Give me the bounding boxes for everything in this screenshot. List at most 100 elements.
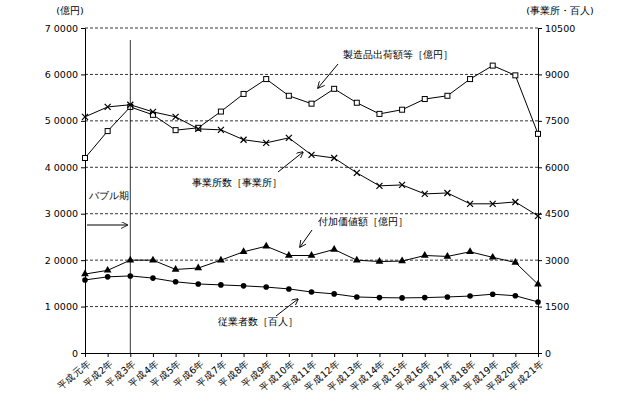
point: [241, 283, 247, 289]
tick-mark: [334, 353, 335, 357]
callout-arrow: [278, 152, 303, 172]
series-label: 従業者数［百人］: [218, 316, 298, 327]
tick-label: 2 0000: [45, 255, 78, 266]
point: [421, 251, 429, 258]
point: [400, 107, 405, 112]
tick-mark: [176, 353, 177, 357]
tick-mark: [81, 307, 85, 308]
tick: 5 0000: [45, 115, 85, 126]
grid-line: [85, 120, 538, 121]
y-axis: 01 00002 00003 00004 00005 00006 00007 0…: [45, 23, 86, 359]
point: [309, 101, 314, 106]
series-label: 事業所数［事業所］: [192, 177, 282, 188]
point: [173, 279, 179, 285]
point: [286, 93, 291, 98]
grid-line: [85, 306, 538, 307]
tick: 2 0000: [45, 255, 85, 266]
tick-mark: [81, 167, 85, 168]
tick-mark: [108, 353, 109, 357]
point: [172, 265, 180, 272]
tick-label: 3 0000: [45, 208, 78, 219]
point: [105, 104, 111, 110]
y2-axis-title: (事業所・百人): [526, 5, 593, 16]
point: [536, 131, 541, 136]
y-axis-title: (億円): [56, 5, 83, 16]
tick: 4 0000: [45, 162, 85, 173]
series-label: 付加価値額［億円］: [318, 216, 408, 227]
point: [377, 295, 383, 301]
point: [81, 270, 89, 277]
tick-mark: [153, 353, 154, 357]
point: [309, 289, 315, 295]
point: [286, 135, 292, 141]
point: [218, 109, 223, 114]
grid-line: [85, 213, 538, 214]
point: [149, 256, 157, 263]
tick-label: 5 0000: [45, 115, 78, 126]
tick-mark: [357, 353, 358, 357]
axis-line: [81, 29, 86, 354]
tick-mark: [538, 307, 542, 308]
point: [444, 252, 452, 259]
point: [535, 299, 541, 305]
tick-label: 0: [72, 348, 78, 359]
point: [262, 242, 270, 249]
point: [376, 257, 384, 264]
tick-mark: [538, 353, 539, 357]
tick-mark: [81, 74, 85, 75]
point: [285, 251, 293, 258]
grid-line: [85, 74, 538, 75]
tick-label: 0: [545, 348, 551, 359]
y2-axis: 015003000450060007500900010500: [538, 23, 575, 359]
tick-mark: [81, 353, 85, 354]
tick: 7500: [538, 115, 569, 126]
tick-mark: [81, 214, 85, 215]
point: [445, 294, 451, 300]
annotation-line: [130, 40, 131, 353]
annotation: バブル期: [87, 40, 130, 353]
tick: 4500: [538, 208, 569, 219]
series: [81, 242, 542, 287]
tick-label: 7 0000: [45, 23, 78, 34]
point: [466, 247, 474, 254]
point: [422, 97, 427, 102]
tick-mark: [266, 353, 267, 357]
tick: 3 0000: [45, 208, 85, 219]
tick-label: 3000: [545, 255, 569, 266]
point: [241, 91, 246, 96]
point: [217, 256, 225, 263]
point: [241, 137, 247, 143]
point: [264, 77, 269, 82]
annotation-text: バブル期: [88, 190, 129, 201]
point: [511, 258, 519, 265]
series-line: [85, 66, 538, 158]
series-line: [85, 105, 538, 216]
x-axis: 平成元年平成2年平成3年平成4年平成5年平成6年平成7年平成8年平成9年平成10…: [55, 353, 546, 393]
tick-mark: [402, 353, 403, 357]
point: [195, 281, 201, 287]
tick-mark: [130, 353, 131, 357]
tick-label: 1 0000: [45, 301, 78, 312]
point: [490, 63, 495, 68]
point: [445, 93, 450, 98]
point: [330, 245, 338, 252]
tick: 3000: [538, 255, 569, 266]
point: [444, 190, 450, 196]
tick-mark: [289, 353, 290, 357]
point: [286, 286, 292, 292]
tick-mark: [470, 353, 471, 357]
tick-mark: [425, 353, 426, 357]
point: [399, 182, 405, 188]
tick-mark: [538, 121, 542, 122]
plot-area: [81, 63, 542, 305]
tick-label: 9000: [545, 69, 569, 80]
tick-mark: [379, 353, 380, 357]
tick: 平成21年: [506, 353, 545, 393]
point: [240, 247, 248, 254]
tick-mark: [538, 28, 542, 29]
point: [535, 213, 541, 219]
tick: 0: [72, 348, 85, 359]
point: [467, 293, 473, 299]
annotation-arrow: [87, 225, 127, 226]
point: [173, 128, 178, 133]
